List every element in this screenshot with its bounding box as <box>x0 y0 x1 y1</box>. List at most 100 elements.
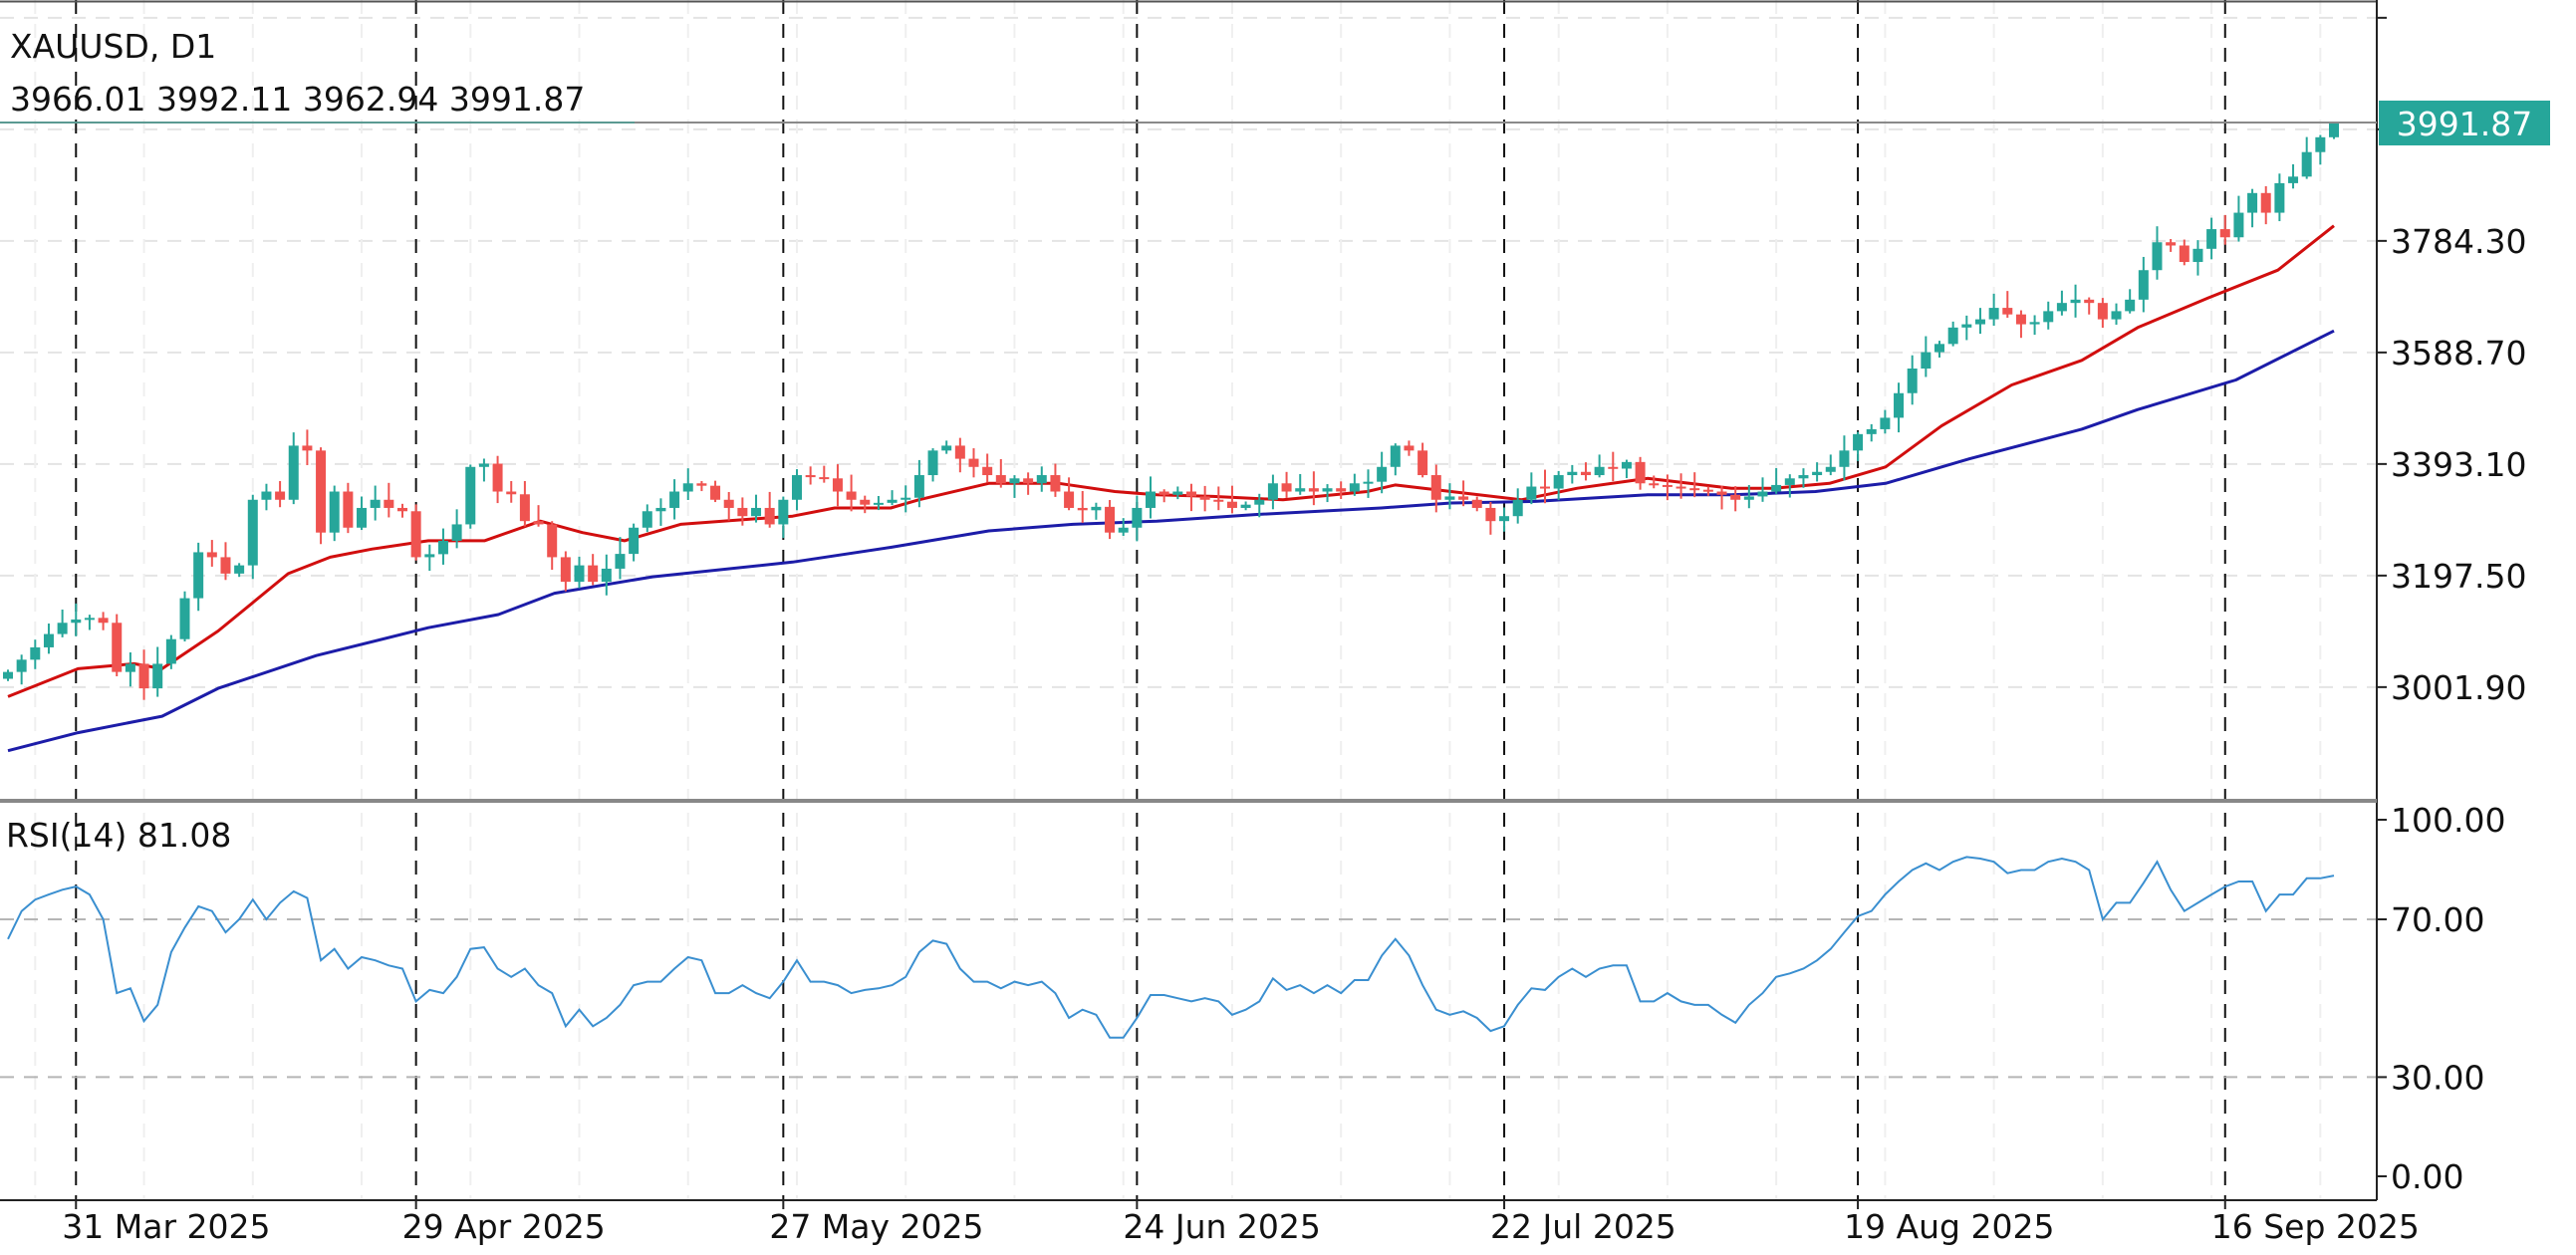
bearish-candle[interactable] <box>1308 471 1319 506</box>
bullish-candle[interactable] <box>1853 431 1864 461</box>
bearish-candle[interactable] <box>1540 469 1551 504</box>
bullish-candle[interactable] <box>465 464 476 529</box>
bullish-candle[interactable] <box>655 498 666 526</box>
bullish-candle[interactable] <box>629 523 640 562</box>
bullish-candle[interactable] <box>234 563 245 578</box>
bearish-candle[interactable] <box>1730 486 1741 512</box>
bullish-candle[interactable] <box>2056 290 2067 316</box>
bullish-candle[interactable] <box>1921 336 1932 377</box>
bullish-candle[interactable] <box>1254 493 1265 518</box>
bullish-candle[interactable] <box>2070 284 2081 318</box>
bearish-candle[interactable] <box>1064 477 1075 511</box>
bearish-candle[interactable] <box>2084 297 2095 315</box>
bearish-candle[interactable] <box>547 521 558 571</box>
bullish-candle[interactable] <box>1390 443 1401 476</box>
bullish-candle[interactable] <box>1988 293 1999 327</box>
bullish-candle[interactable] <box>1798 468 1809 488</box>
bullish-candle[interactable] <box>1743 484 1754 509</box>
bullish-candle[interactable] <box>2111 303 2122 325</box>
bullish-candle[interactable] <box>1091 502 1102 520</box>
bullish-candle[interactable] <box>1757 477 1768 502</box>
bullish-candle[interactable] <box>1934 341 1945 358</box>
bullish-candle[interactable] <box>2152 226 2163 280</box>
bullish-candle[interactable] <box>2247 188 2258 228</box>
bearish-candle[interactable] <box>206 540 217 567</box>
bearish-candle[interactable] <box>316 447 327 545</box>
bearish-candle[interactable] <box>533 505 544 527</box>
bearish-candle[interactable] <box>1702 486 1713 496</box>
bullish-candle[interactable] <box>927 448 938 482</box>
bearish-candle[interactable] <box>588 554 599 586</box>
bearish-candle[interactable] <box>1649 475 1660 489</box>
bullish-candle[interactable] <box>2138 256 2149 313</box>
bullish-candle[interactable] <box>329 485 340 542</box>
bullish-candle[interactable] <box>1594 454 1605 478</box>
bullish-candle[interactable] <box>478 458 489 482</box>
bullish-candle[interactable] <box>2329 122 2339 139</box>
bullish-candle[interactable] <box>1961 315 1972 341</box>
bullish-candle[interactable] <box>179 591 190 641</box>
bullish-candle[interactable] <box>751 494 762 523</box>
bullish-candle[interactable] <box>1553 470 1564 501</box>
bearish-candle[interactable] <box>832 464 843 507</box>
bullish-candle[interactable] <box>1267 474 1278 510</box>
bullish-candle[interactable] <box>941 440 952 454</box>
bullish-candle[interactable] <box>887 490 898 506</box>
bearish-candle[interactable] <box>492 455 503 504</box>
bearish-candle[interactable] <box>819 465 830 483</box>
bearish-candle[interactable] <box>1689 472 1700 498</box>
bearish-candle[interactable] <box>1675 473 1686 499</box>
bullish-candle[interactable] <box>2288 163 2299 189</box>
bearish-candle[interactable] <box>2002 291 2013 318</box>
bullish-candle[interactable] <box>682 468 693 500</box>
bearish-candle[interactable] <box>1485 501 1496 535</box>
bullish-candle[interactable] <box>424 544 435 572</box>
bullish-candle[interactable] <box>451 509 462 549</box>
bearish-candle[interactable] <box>2219 214 2230 245</box>
bullish-candle[interactable] <box>1866 423 1877 442</box>
bearish-candle[interactable] <box>1458 480 1469 507</box>
bullish-candle[interactable] <box>16 654 27 685</box>
bearish-candle[interactable] <box>2179 239 2190 266</box>
bullish-candle[interactable] <box>1499 507 1510 532</box>
bearish-candle[interactable] <box>1635 456 1646 490</box>
bullish-candle[interactable] <box>2043 301 2054 330</box>
bearish-candle[interactable] <box>1336 481 1347 499</box>
bearish-candle[interactable] <box>112 614 123 676</box>
bullish-candle[interactable] <box>1907 355 1918 405</box>
bullish-candle[interactable] <box>1621 459 1632 479</box>
bullish-candle[interactable] <box>791 469 802 511</box>
bullish-candle[interactable] <box>601 554 612 596</box>
bearish-candle[interactable] <box>98 612 109 630</box>
bullish-candle[interactable] <box>1363 469 1374 498</box>
bullish-candle[interactable] <box>2029 315 2040 336</box>
bullish-candle[interactable] <box>2301 136 2312 179</box>
bearish-candle[interactable] <box>343 482 354 534</box>
bullish-candle[interactable] <box>1322 484 1333 503</box>
bearish-candle[interactable] <box>410 504 421 561</box>
bullish-candle[interactable] <box>615 537 626 580</box>
bullish-candle[interactable] <box>1172 486 1183 500</box>
bearish-candle[interactable] <box>1226 485 1237 514</box>
bearish-candle[interactable] <box>696 480 707 492</box>
bearish-candle[interactable] <box>982 453 993 483</box>
bullish-candle[interactable] <box>1444 483 1455 510</box>
bearish-candle[interactable] <box>1471 496 1482 512</box>
bearish-candle[interactable] <box>968 448 979 478</box>
bearish-candle[interactable] <box>220 542 231 581</box>
bullish-candle[interactable] <box>1377 451 1388 494</box>
bullish-candle[interactable] <box>1567 464 1578 484</box>
bearish-candle[interactable] <box>1185 483 1196 512</box>
bullish-candle[interactable] <box>2233 195 2244 242</box>
bearish-candle[interactable] <box>1662 474 1673 501</box>
bullish-candle[interactable] <box>370 485 381 521</box>
bearish-candle[interactable] <box>846 474 857 512</box>
bearish-candle[interactable] <box>764 491 775 528</box>
bullish-candle[interactable] <box>152 646 163 697</box>
bearish-candle[interactable] <box>1199 485 1210 512</box>
bearish-candle[interactable] <box>1077 491 1088 523</box>
bearish-candle[interactable] <box>723 491 734 521</box>
bearish-candle[interactable] <box>995 458 1006 488</box>
bearish-candle[interactable] <box>1105 499 1116 540</box>
bullish-candle[interactable] <box>2274 173 2285 222</box>
